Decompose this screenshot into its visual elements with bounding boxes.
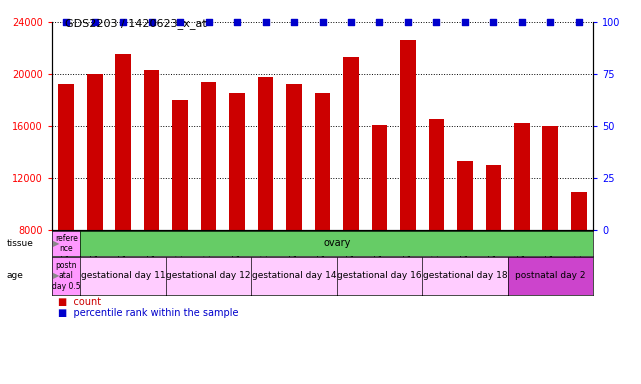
Bar (229, 93, 245, 230)
Text: gestational day 11: gestational day 11 (81, 271, 165, 280)
Point (289, 19, 299, 25)
Text: age: age (6, 271, 23, 280)
Text: ■  count: ■ count (58, 297, 101, 307)
Bar (258, 76, 273, 230)
Bar (429, 119, 444, 230)
Text: tissue: tissue (6, 239, 33, 248)
Text: gestational day 16: gestational day 16 (337, 271, 422, 280)
Text: ovary: ovary (323, 238, 351, 248)
Bar (201, 82, 217, 230)
Bar (485, 165, 501, 230)
Text: GDS2203 / 1420623_x_at: GDS2203 / 1420623_x_at (65, 18, 206, 29)
Point (203, 19, 213, 25)
Point (317, 19, 328, 25)
Bar (144, 70, 160, 230)
Text: refere
nce: refere nce (54, 234, 78, 253)
Bar (115, 55, 131, 230)
Bar (58, 84, 74, 230)
Text: gestational day 14: gestational day 14 (252, 271, 337, 280)
Point (260, 19, 271, 25)
Point (403, 19, 413, 25)
Text: gestational day 12: gestational day 12 (167, 271, 251, 280)
Bar (172, 100, 188, 230)
Bar (87, 74, 103, 230)
Text: postnatal day 2: postnatal day 2 (515, 271, 585, 280)
Point (517, 19, 527, 25)
Point (118, 19, 128, 25)
Bar (571, 192, 587, 230)
Point (232, 19, 242, 25)
Point (175, 19, 185, 25)
Bar (286, 84, 302, 230)
Point (460, 19, 470, 25)
Bar (514, 123, 529, 230)
Bar (343, 57, 359, 230)
Point (488, 19, 499, 25)
Point (61, 19, 71, 25)
Bar (315, 93, 330, 230)
Text: gestational day 18: gestational day 18 (422, 271, 507, 280)
Point (574, 19, 584, 25)
Text: ▶: ▶ (53, 239, 59, 248)
Bar (457, 161, 472, 230)
Text: ▶: ▶ (53, 271, 59, 280)
Bar (542, 126, 558, 230)
Bar (372, 125, 387, 230)
Point (545, 19, 555, 25)
Text: ■  percentile rank within the sample: ■ percentile rank within the sample (58, 308, 239, 318)
Point (147, 19, 157, 25)
Point (346, 19, 356, 25)
Point (90, 19, 100, 25)
Bar (400, 40, 416, 230)
Point (431, 19, 442, 25)
Point (374, 19, 385, 25)
Text: postn
atal
day 0.5: postn atal day 0.5 (52, 261, 81, 291)
